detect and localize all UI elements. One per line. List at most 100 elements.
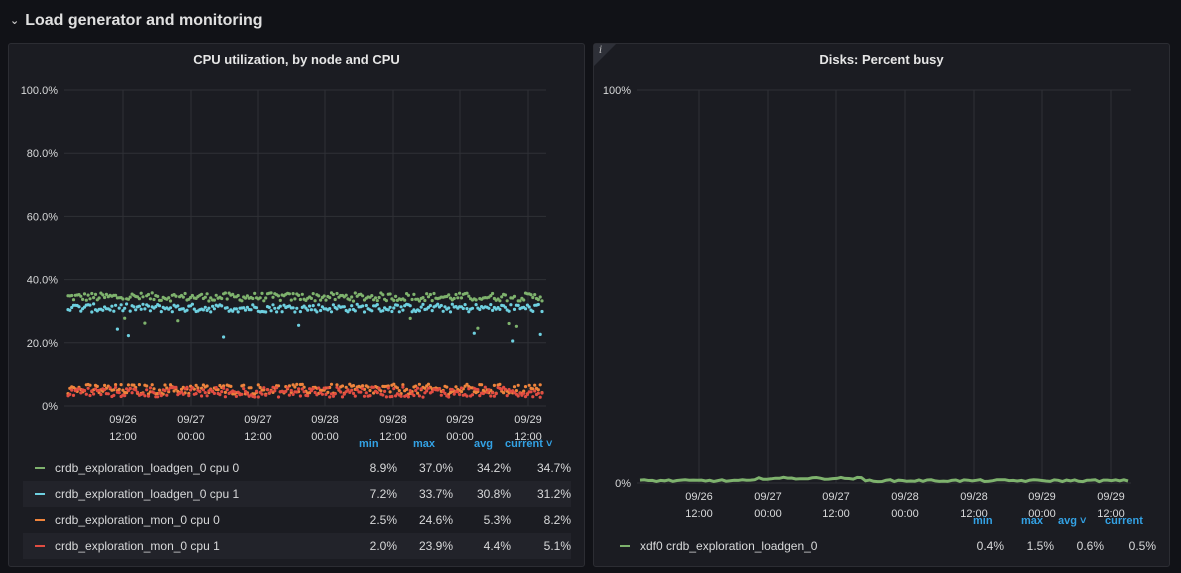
- data-point: [470, 306, 475, 310]
- x-tick-label: 12:00: [514, 431, 542, 443]
- data-point: [419, 387, 423, 391]
- data-point: [249, 386, 253, 390]
- data-point: [205, 394, 209, 398]
- data-point: [375, 391, 379, 395]
- legend-series-name[interactable]: crdb_exploration_loadgen_0 cpu 1: [55, 487, 240, 501]
- legend-row[interactable]: crdb_exploration_loadgen_0 cpu 0 8.9% 37.0…: [23, 455, 571, 481]
- data-point: [68, 308, 72, 312]
- x-tick-label: 12:00: [960, 508, 988, 520]
- data-point: [522, 298, 526, 302]
- legend-series-name[interactable]: crdb_exploration_mon_0 cpu 1: [55, 539, 220, 553]
- disk-busy-panel[interactable]: i Disks: Percent busy 0% 100% 09/26 12:00 09…: [593, 43, 1170, 567]
- panel-title[interactable]: Disks: Percent busy: [819, 52, 944, 67]
- legend-value-min: 7.2%: [369, 487, 397, 501]
- data-point: [141, 392, 145, 396]
- data-point: [377, 386, 381, 390]
- data-point: [243, 389, 248, 394]
- legend-header-max[interactable]: max: [413, 438, 436, 450]
- legend-color-swatch[interactable]: [35, 545, 45, 547]
- legend-header-min[interactable]: min: [973, 515, 993, 527]
- data-point: [114, 385, 118, 389]
- legend-row[interactable]: xdf0 crdb_exploration_loadgen_0 0.4% 1.5% 0…: [608, 533, 1156, 559]
- data-point: [300, 292, 304, 296]
- legend-header-current[interactable]: current: [1105, 515, 1143, 527]
- x-tick-label: 00:00: [1028, 508, 1056, 520]
- x-tick-label: 00:00: [311, 431, 339, 443]
- legend-row[interactable]: crdb_exploration_mon_0 cpu 1 2.0% 23.9% 4.4…: [23, 533, 571, 559]
- data-point: [311, 292, 315, 296]
- data-point: [461, 306, 465, 311]
- data-point: [123, 316, 127, 320]
- data-point: [70, 388, 74, 392]
- y-tick-label: 80.0%: [27, 148, 58, 160]
- data-point: [119, 303, 123, 307]
- data-point: [205, 384, 209, 388]
- data-point: [223, 291, 227, 295]
- legend-header-avg[interactable]: avg ˅: [1058, 515, 1087, 527]
- data-point: [491, 308, 495, 312]
- cpu-utilization-panel[interactable]: CPU utilization, by node and CPU 0% 20.0%…: [8, 43, 585, 567]
- data-point: [399, 305, 403, 309]
- data-point: [112, 309, 116, 313]
- data-point: [399, 394, 403, 398]
- legend-series-name[interactable]: xdf0 crdb_exploration_loadgen_0: [640, 539, 818, 553]
- data-point: [88, 297, 92, 301]
- data-point: [200, 292, 204, 296]
- legend-color-swatch[interactable]: [35, 519, 45, 521]
- data-point: [408, 304, 412, 308]
- data-point: [540, 391, 544, 395]
- data-point: [130, 391, 134, 395]
- data-point: [112, 388, 116, 392]
- legend-series-name[interactable]: crdb_exploration_loadgen_0 cpu 0: [55, 461, 240, 475]
- data-point: [146, 292, 151, 297]
- data-point: [137, 297, 141, 301]
- cpu-chart[interactable]: 0% 20.0% 40.0% 60.0% 80.0% 100.0% 09/26 12:00 09…: [9, 44, 586, 464]
- data-point: [99, 392, 103, 397]
- panel-title[interactable]: CPU utilization, by node and CPU: [193, 52, 400, 67]
- data-point: [372, 385, 376, 389]
- legend-color-swatch[interactable]: [35, 493, 45, 495]
- data-point: [480, 383, 484, 387]
- x-tick-label: 00:00: [891, 508, 919, 520]
- data-point: [340, 384, 345, 388]
- row-header[interactable]: ⌄ Load generator and monitoring: [10, 9, 263, 33]
- data-point: [531, 309, 535, 313]
- data-point: [421, 296, 425, 300]
- data-point: [538, 295, 542, 299]
- x-tick-label: 09/28: [379, 414, 407, 426]
- data-point: [465, 307, 469, 311]
- data-point: [414, 384, 418, 388]
- data-point: [333, 392, 337, 396]
- data-point: [348, 308, 352, 312]
- legend-value-current: 8.2%: [543, 513, 571, 527]
- data-point: [392, 306, 396, 310]
- legend-header-max[interactable]: max: [1021, 515, 1044, 527]
- data-point: [143, 321, 147, 325]
- legend-row[interactable]: crdb_exploration_mon_0 cpu 0 2.5% 24.6% 5.3…: [23, 507, 571, 533]
- data-point: [448, 310, 453, 314]
- chevron-down-icon[interactable]: ⌄: [10, 14, 20, 27]
- info-corner[interactable]: [594, 44, 616, 66]
- legend-color-swatch[interactable]: [35, 467, 45, 469]
- legend-series-name[interactable]: crdb_exploration_mon_0 cpu 0: [55, 513, 220, 527]
- data-point: [71, 298, 76, 302]
- data-point: [276, 384, 281, 388]
- data-point: [190, 293, 194, 298]
- legend-header-avg[interactable]: avg: [474, 438, 493, 450]
- data-point: [375, 303, 379, 307]
- legend-row[interactable]: crdb_exploration_loadgen_0 cpu 1 7.2% 33.7…: [23, 481, 571, 507]
- data-point: [474, 298, 478, 302]
- data-point: [538, 383, 542, 387]
- data-point: [430, 309, 434, 313]
- legend-header-min[interactable]: min: [359, 438, 379, 450]
- data-point: [359, 390, 363, 394]
- data-point: [148, 297, 152, 301]
- data-point: [392, 382, 396, 386]
- legend-header-current[interactable]: current ˅: [505, 438, 553, 450]
- data-point: [311, 304, 315, 308]
- legend-color-swatch[interactable]: [620, 545, 630, 547]
- data-point: [220, 304, 224, 308]
- disk-chart[interactable]: 0% 100% 09/26 12:00 09/27 00:00 09/27 12:00 09/2…: [594, 44, 1171, 520]
- info-icon[interactable]: i: [599, 45, 603, 56]
- x-tick-label: 00:00: [446, 431, 474, 443]
